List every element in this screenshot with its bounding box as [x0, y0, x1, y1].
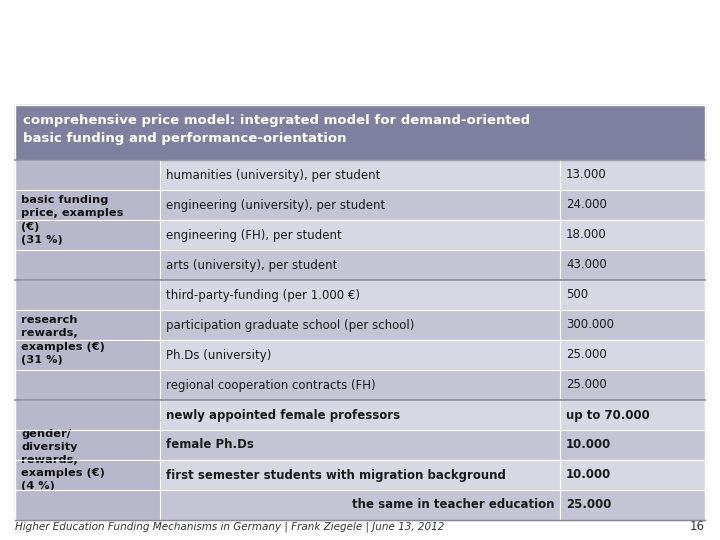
Text: regional cooperation contracts (FH): regional cooperation contracts (FH) [166, 379, 376, 392]
Bar [160, 430, 705, 460]
Bar [15, 105, 705, 160]
Text: 25.000: 25.000 [566, 498, 611, 511]
Bar [160, 190, 705, 220]
Text: female Ph.Ds: female Ph.Ds [166, 438, 254, 451]
Bar [15, 280, 160, 400]
Bar [160, 490, 705, 520]
Bar [160, 160, 705, 190]
Text: Ph.Ds (university): Ph.Ds (university) [166, 348, 271, 361]
Text: gender/
diversity
rewards,
examples (€)
(4 %): gender/ diversity rewards, examples (€) … [21, 429, 105, 491]
Text: basic funding
price, examples
(€)
(31 %): basic funding price, examples (€) (31 %) [21, 195, 123, 245]
Text: 10.000: 10.000 [566, 469, 611, 482]
Text: 300.000: 300.000 [566, 319, 614, 332]
Text: engineering (FH), per student: engineering (FH), per student [166, 228, 342, 241]
Bar [160, 280, 705, 310]
Text: research
rewards,
examples (€)
(31 %): research rewards, examples (€) (31 %) [21, 315, 105, 365]
Text: 16: 16 [690, 521, 705, 534]
Text: Higher Education Funding Mechanisms in Germany | Frank Ziegele | June 13, 2012: Higher Education Funding Mechanisms in G… [15, 522, 444, 532]
Text: the same in teacher education: the same in teacher education [351, 498, 554, 511]
Text: 13.000: 13.000 [566, 168, 607, 181]
Text: participation graduate school (per school): participation graduate school (per schoo… [166, 319, 415, 332]
Text: 25.000: 25.000 [566, 379, 607, 392]
Bar [160, 250, 705, 280]
Text: arts (university), per student: arts (university), per student [166, 259, 338, 272]
Bar [160, 370, 705, 400]
Bar [160, 400, 705, 430]
Text: 24.000: 24.000 [566, 199, 607, 212]
Bar [15, 160, 160, 280]
Text: 10.000: 10.000 [566, 438, 611, 451]
Text: newly appointed female professors: newly appointed female professors [166, 408, 400, 422]
Bar [15, 400, 160, 520]
Bar [160, 220, 705, 250]
Text: third-party-funding (per 1.000 €): third-party-funding (per 1.000 €) [166, 288, 360, 301]
Bar [160, 340, 705, 370]
Text: comprehensive price model: integrated model for demand-oriented
basic funding an: comprehensive price model: integrated mo… [23, 114, 530, 145]
Text: 18.000: 18.000 [566, 228, 607, 241]
Text: first semester students with migration background: first semester students with migration b… [166, 469, 506, 482]
Text: up to 70.000: up to 70.000 [566, 408, 649, 422]
Bar [160, 310, 705, 340]
Text: humanities (university), per student: humanities (university), per student [166, 168, 380, 181]
Text: 500: 500 [566, 288, 588, 301]
Text: engineering (university), per student: engineering (university), per student [166, 199, 385, 212]
Text: 25.000: 25.000 [566, 348, 607, 361]
Bar [160, 460, 705, 490]
Text: 43.000: 43.000 [566, 259, 607, 272]
